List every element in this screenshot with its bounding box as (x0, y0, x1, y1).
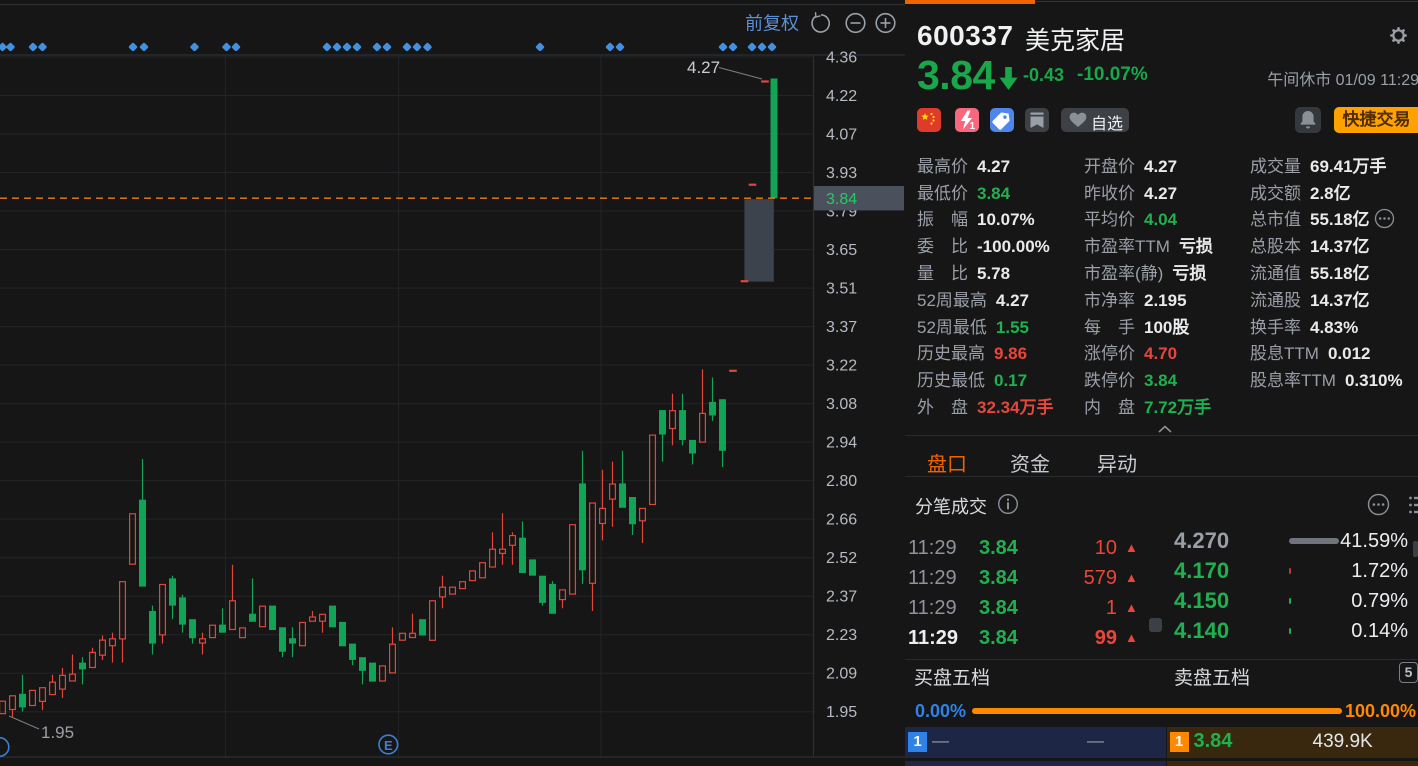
svg-text:2.80: 2.80 (826, 473, 857, 490)
svg-text:3.08: 3.08 (826, 396, 857, 413)
svg-text:3.65: 3.65 (826, 242, 857, 259)
svg-text:4.36: 4.36 (826, 50, 857, 67)
svg-text:2.37: 2.37 (826, 589, 857, 606)
svg-text:3.22: 3.22 (826, 358, 857, 375)
svg-text:3.93: 3.93 (826, 165, 857, 182)
svg-text:3.51: 3.51 (826, 281, 857, 298)
svg-text:2.66: 2.66 (826, 512, 857, 529)
svg-text:3.37: 3.37 (826, 319, 857, 336)
svg-text:2.23: 2.23 (826, 627, 857, 644)
svg-text:4.07: 4.07 (826, 127, 857, 144)
svg-text:前复权: 前复权 (745, 14, 799, 34)
svg-text:1.95: 1.95 (826, 704, 857, 721)
svg-text:4.27: 4.27 (687, 58, 720, 77)
svg-text:2.09: 2.09 (826, 666, 857, 683)
svg-text:E: E (384, 738, 393, 753)
svg-text:2.52: 2.52 (826, 550, 857, 567)
svg-text:3.84: 3.84 (826, 191, 857, 208)
svg-text:1.95: 1.95 (41, 723, 74, 742)
svg-text:2.94: 2.94 (826, 435, 857, 452)
svg-text:4.22: 4.22 (826, 88, 857, 105)
svg-text:1: 1 (970, 121, 976, 132)
